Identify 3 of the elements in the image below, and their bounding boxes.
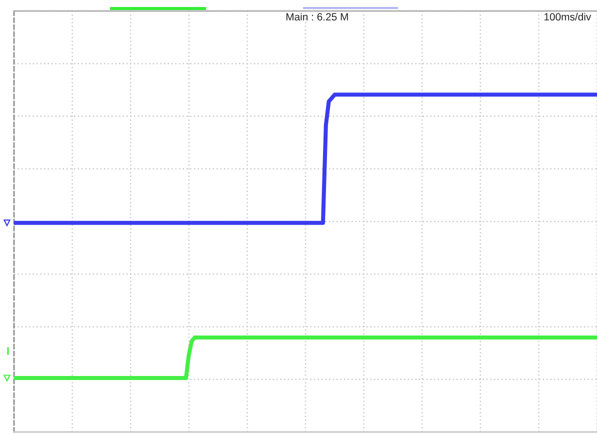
text: Main : 6.25 M xyxy=(286,12,348,21)
text: 100ms/div xyxy=(544,12,592,21)
text: I xyxy=(7,347,9,355)
